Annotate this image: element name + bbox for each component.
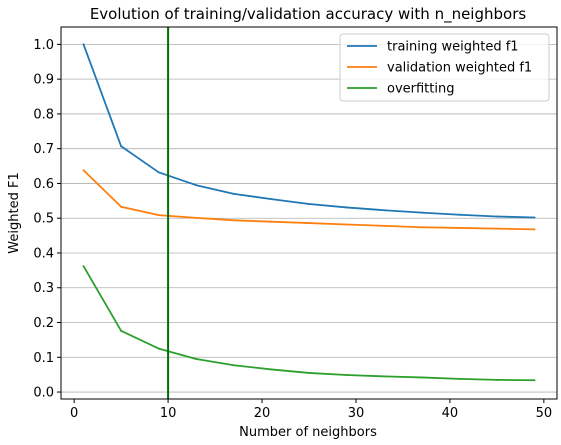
data-point bbox=[495, 227, 498, 230]
axis-layer: 0.0 0.1 0.2 0.3 0.4 0.5 0.6 0.7 0.8 0.9 1.0 0 10 20 30… bbox=[33, 38, 552, 421]
data-point bbox=[383, 209, 386, 212]
x-tick-label: 20 bbox=[254, 406, 271, 421]
data-point bbox=[270, 220, 273, 223]
chart-title: Evolution of training/validation accurac… bbox=[90, 5, 527, 24]
y-axis-label: Weighted F1 bbox=[7, 172, 22, 253]
x-tick-label: 30 bbox=[348, 406, 365, 421]
data-point bbox=[232, 192, 235, 195]
legend-label: validation weighted f1 bbox=[387, 61, 532, 76]
legend-box bbox=[339, 33, 550, 102]
y-tick-label: 0.1 bbox=[33, 351, 54, 366]
data-point bbox=[195, 184, 198, 187]
y-tick-label: 1.0 bbox=[33, 38, 54, 53]
data-point bbox=[345, 374, 348, 377]
y-tick-label: 0.3 bbox=[33, 281, 54, 296]
data-point bbox=[120, 329, 123, 332]
plot-frame bbox=[60, 26, 558, 400]
data-point bbox=[157, 214, 160, 217]
data-point bbox=[232, 219, 235, 222]
series-layer bbox=[82, 43, 536, 382]
data-point bbox=[345, 206, 348, 209]
data-point bbox=[157, 347, 160, 350]
data-point bbox=[458, 226, 461, 229]
data-point bbox=[308, 222, 310, 225]
data-point bbox=[82, 265, 85, 268]
data-point bbox=[495, 378, 498, 381]
x-tick-label: 10 bbox=[160, 406, 177, 421]
x-tick-label: 50 bbox=[536, 406, 553, 421]
y-tick-label: 0.7 bbox=[33, 142, 54, 157]
data-point bbox=[195, 216, 198, 219]
data-point bbox=[308, 371, 310, 374]
data-point bbox=[308, 202, 310, 205]
data-point bbox=[533, 216, 536, 219]
data-point bbox=[82, 43, 85, 46]
data-point bbox=[345, 223, 348, 226]
data-point bbox=[458, 377, 461, 380]
y-tick-label: 0.8 bbox=[33, 107, 54, 122]
data-point bbox=[120, 145, 123, 148]
data-point bbox=[420, 226, 423, 229]
series-line-2 bbox=[82, 265, 535, 382]
data-point bbox=[157, 171, 160, 174]
data-point bbox=[195, 358, 198, 361]
legend: training weighted f1 validation weighted … bbox=[339, 33, 550, 102]
y-tick-label: 0.9 bbox=[33, 73, 54, 88]
data-point bbox=[270, 198, 273, 201]
data-point bbox=[270, 368, 273, 371]
x-axis-label: Number of neighbors bbox=[239, 425, 377, 440]
legend-label: overfitting bbox=[387, 82, 454, 97]
data-point bbox=[120, 205, 123, 208]
data-point bbox=[420, 376, 423, 379]
legend-label: training weighted f1 bbox=[387, 40, 519, 55]
x-tick-label: 40 bbox=[442, 406, 459, 421]
data-point bbox=[420, 211, 423, 214]
data-point bbox=[458, 213, 461, 216]
x-tick-label: 0 bbox=[70, 406, 78, 421]
data-point bbox=[533, 379, 536, 382]
y-tick-label: 0.0 bbox=[33, 386, 54, 401]
data-point bbox=[383, 375, 386, 378]
series-line-1 bbox=[82, 169, 535, 231]
data-point bbox=[533, 228, 536, 231]
y-tick-label: 0.4 bbox=[33, 246, 54, 261]
data-point bbox=[495, 215, 498, 218]
data-point bbox=[383, 224, 386, 227]
y-tick-label: 0.6 bbox=[33, 177, 54, 192]
data-point bbox=[82, 169, 85, 172]
y-tick-label: 0.2 bbox=[33, 316, 54, 331]
data-point bbox=[232, 364, 235, 367]
y-tick-label: 0.5 bbox=[33, 212, 54, 227]
